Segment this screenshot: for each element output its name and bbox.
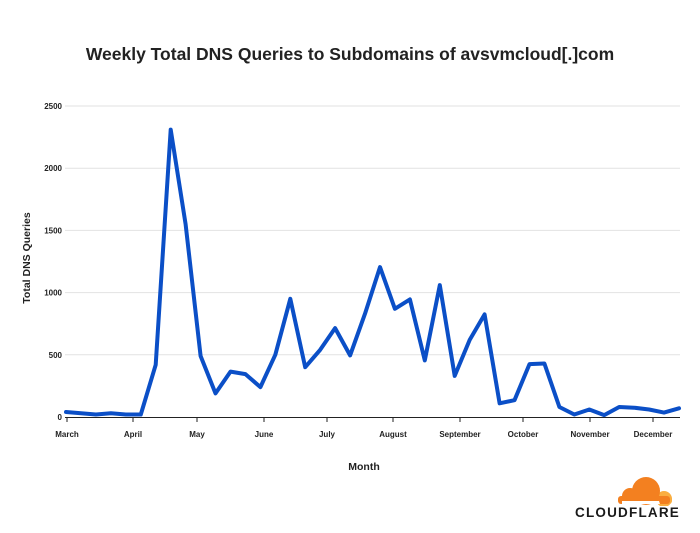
x-tick-label: November <box>570 430 609 439</box>
y-tick-label: 1000 <box>44 289 62 298</box>
y-axis-title: Total DNS Queries <box>21 212 33 304</box>
x-tick-label: May <box>189 430 205 439</box>
cloudflare-wordmark: CLOUDFLARE <box>575 505 680 520</box>
x-tick-label: September <box>439 430 480 439</box>
x-tick-label: June <box>255 430 274 439</box>
x-tick-label: March <box>55 430 79 439</box>
x-axis-ticks: March April May June July August September Octo… <box>55 417 673 439</box>
x-tick-label: August <box>379 430 407 439</box>
y-tick-label: 0 <box>58 413 63 422</box>
y-axis-ticks: 0 500 1000 1500 2000 2500 <box>44 102 62 422</box>
x-axis-title: Month <box>348 461 380 473</box>
x-tick-label: October <box>508 430 539 439</box>
y-tick-label: 500 <box>49 351 63 360</box>
cloud-shape <box>622 501 660 504</box>
x-tick-label: April <box>124 430 142 439</box>
y-tick-label: 1500 <box>44 226 62 235</box>
cloud-icon <box>618 477 672 507</box>
cloudflare-logo: CLOUDFLARE <box>556 476 680 524</box>
x-tick-label: July <box>319 430 336 439</box>
y-tick-label: 2500 <box>44 102 62 111</box>
y-tick-label: 2000 <box>44 164 62 173</box>
series-line <box>64 127 681 418</box>
x-tick-label: December <box>634 430 673 439</box>
chart-title: Weekly Total DNS Queries to Subdomains o… <box>85 44 615 64</box>
